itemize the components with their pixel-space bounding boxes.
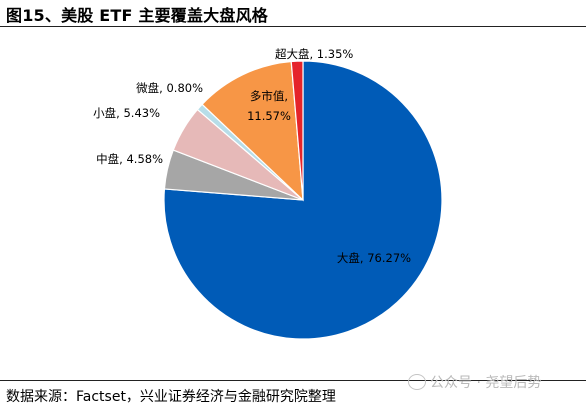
slice-label-mid-cap: 中盘, 4.58% [96, 152, 163, 166]
slice-label-multi-cap: 11.57% [247, 109, 291, 123]
watermark: 公众号 · 尧望后势 [408, 372, 541, 392]
slice-label-mega-cap: 超大盘, 1.35% [275, 47, 353, 61]
pie-chart: 大盘, 76.27% 中盘, 4.58% 小盘, 5.43% 微盘, 0.80% 多市值… [93, 47, 443, 340]
footer-divider [0, 380, 586, 381]
pie-slice-multi-cap [201, 60, 304, 202]
pie-slice-mega-cap [290, 60, 304, 201]
slice-label-multi-cap: 多市值, [250, 89, 288, 103]
page-title: 图15、美股 ETF 主要覆盖大盘风格 [6, 6, 268, 25]
slice-label-micro-cap: 微盘, 0.80% [136, 81, 203, 95]
slice-label-large-cap: 大盘, 76.27% [337, 251, 411, 265]
pie-slice-large-cap [163, 60, 443, 340]
watermark-text: 公众号 · 尧望后势 [430, 375, 542, 391]
wechat-icon [408, 374, 426, 390]
slice-label-small-cap: 小盘, 5.43% [93, 106, 160, 120]
title-divider [0, 26, 586, 27]
source-note: 数据来源：Factset，兴业证券经济与金融研究院整理 [6, 389, 336, 405]
